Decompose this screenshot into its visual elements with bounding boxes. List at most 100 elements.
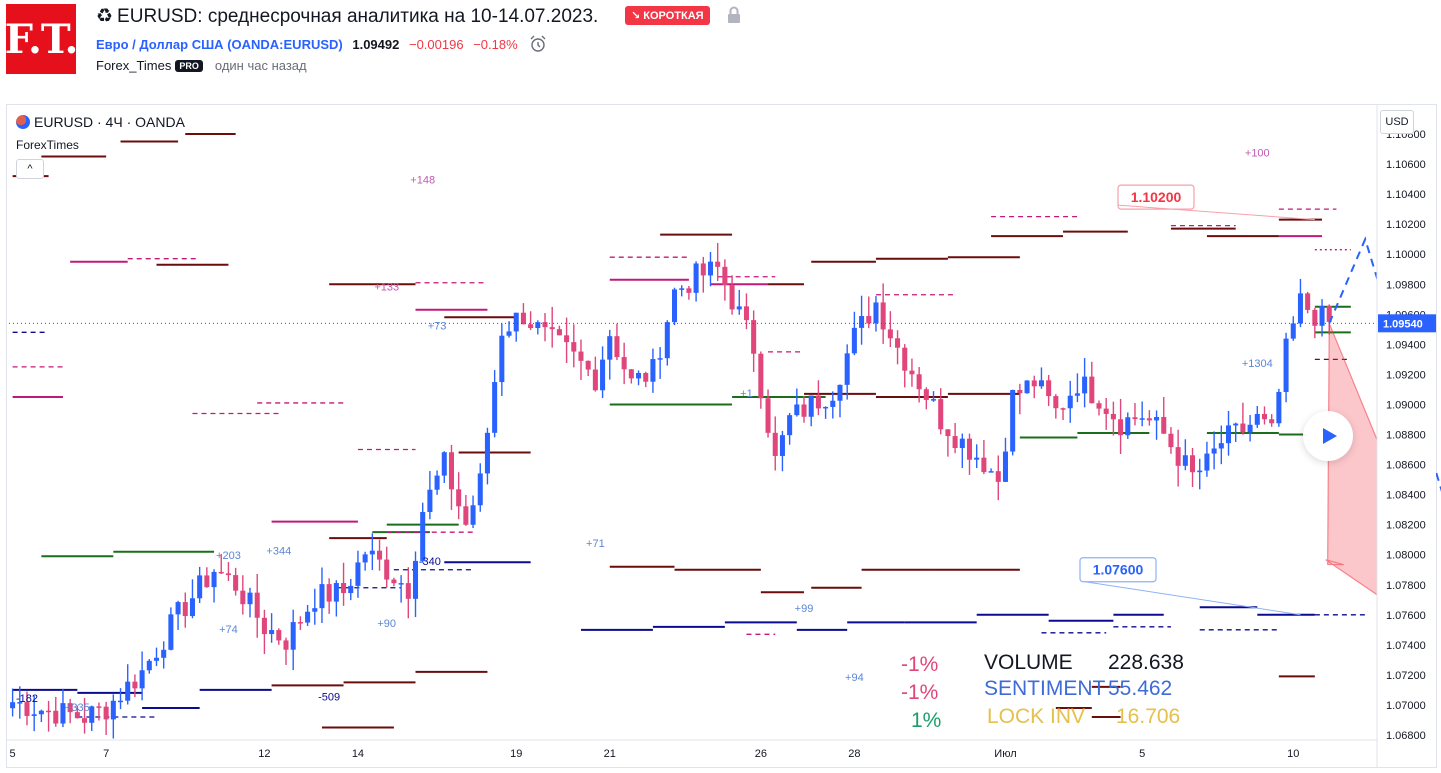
candle-body [880, 302, 886, 330]
candle-body [1002, 451, 1008, 482]
candle-body [715, 261, 721, 267]
time-tick: 5 [10, 748, 16, 760]
target-low-text: 1.07600 [1093, 562, 1144, 578]
eurusd-flag-icon [16, 115, 30, 129]
candle-body [153, 657, 160, 661]
candle-body [355, 562, 361, 586]
candle-body [736, 306, 742, 310]
play-replay-button[interactable] [1303, 411, 1353, 461]
candle-body [571, 342, 577, 352]
chart-frame[interactable] [6, 104, 1437, 768]
candle-body [851, 327, 857, 354]
candle-body [182, 602, 188, 617]
candle-body [1290, 323, 1296, 339]
candle-body [916, 374, 922, 390]
time-tick: 19 [510, 748, 522, 760]
candle-body [204, 575, 210, 588]
author-name[interactable]: Forex_Times [96, 58, 172, 73]
candle-body [326, 584, 332, 602]
forex-times-logo[interactable]: F.T. [5, 4, 78, 74]
price-tick: 1.07600 [1386, 610, 1426, 622]
candle-body [211, 571, 217, 588]
price-tick: 1.09000 [1386, 399, 1426, 411]
candle-body [988, 471, 994, 473]
candle-body [1110, 413, 1116, 420]
annotation-label: +90 [377, 618, 396, 630]
candle-body [1139, 418, 1145, 420]
candle-body [139, 670, 145, 689]
candle-body [1146, 418, 1152, 421]
candle-body [1197, 470, 1203, 473]
candle-body [82, 718, 88, 723]
candle-body [233, 575, 239, 591]
candle-body [168, 614, 174, 650]
posted-time: один час назад [214, 58, 307, 73]
candle-body [283, 640, 289, 650]
target-high-leader [1117, 204, 1315, 221]
price-tick: 1.10000 [1386, 249, 1426, 261]
candle-body [1283, 338, 1289, 392]
price-axis: 1.06800 1.07000 1.07200 1.07400 1.07600 1.078… [1376, 105, 1436, 767]
lock-icon [728, 6, 740, 23]
candles [10, 242, 1332, 739]
sentiment-value: 55.462 [1108, 677, 1173, 700]
candle-body [1319, 306, 1325, 326]
price-tick: 1.07400 [1386, 640, 1426, 652]
candle-body [1060, 408, 1066, 410]
candle-body [1132, 417, 1138, 420]
time-tick: 26 [755, 748, 767, 760]
price-tick: 1.09200 [1386, 369, 1426, 381]
candle-body [412, 560, 419, 599]
candle-body [110, 700, 116, 720]
candle-body [405, 583, 411, 599]
candle-body [1161, 417, 1167, 434]
candle-body [456, 489, 462, 507]
candle-body [333, 583, 339, 602]
candle-body [974, 457, 980, 460]
candle-body [125, 681, 131, 701]
candle-body [499, 335, 505, 383]
candle-body [636, 372, 642, 379]
candle-body [362, 554, 368, 563]
candle-body [31, 714, 37, 716]
candle-body [1261, 413, 1267, 420]
candle-body [1074, 393, 1080, 396]
indicator-name[interactable]: ForexTimes [16, 138, 79, 152]
chart-legend[interactable]: EURUSD · 4Ч · OANDA [16, 114, 185, 130]
symbol-code-link[interactable]: (OANDA:EURUSD) [227, 37, 343, 52]
candle-body [765, 398, 771, 433]
add-alert-icon[interactable] [529, 35, 549, 53]
candle-body [146, 660, 152, 671]
lockinv-value: 16.706 [1116, 705, 1181, 728]
candle-body [743, 306, 749, 321]
sentiment-label: SENTIMENT [984, 677, 1106, 700]
last-price-tag-bg [1378, 314, 1436, 333]
candle-body [981, 457, 987, 473]
collapse-indicators-button[interactable]: ^ [16, 159, 44, 179]
symbol-change: −0.00196 [408, 37, 464, 52]
candle-body [276, 630, 282, 641]
candle-body [312, 608, 318, 612]
candle-body [1175, 447, 1181, 466]
volume-label: VOLUME [984, 651, 1073, 674]
currency-button[interactable]: USD [1380, 110, 1414, 134]
candle-body [614, 336, 620, 358]
annotation-label: -340 [419, 556, 441, 568]
candle-body [873, 302, 879, 324]
candle-body [1125, 417, 1131, 436]
candle-body [1240, 423, 1246, 433]
candle-body [895, 338, 901, 348]
candle-body [671, 289, 678, 323]
candle-body [801, 404, 807, 417]
candle-body [218, 571, 224, 574]
annotation-label: +148 [410, 175, 435, 187]
time-tick: Июл [994, 748, 1016, 760]
candle-body [808, 395, 814, 417]
candle-body [1017, 390, 1023, 394]
symbol-name-link[interactable]: Евро / Доллар США [96, 37, 224, 52]
candle-body [189, 598, 195, 617]
candle-body [506, 331, 512, 336]
symbol-change-pct: −0.18% [473, 37, 518, 52]
time-tick: 10 [1287, 748, 1299, 760]
